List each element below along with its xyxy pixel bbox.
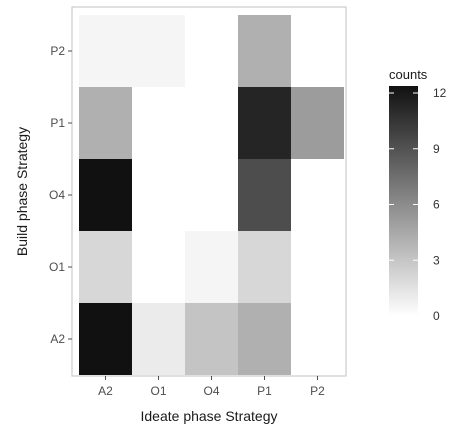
y-tick-label: O4 [49, 188, 65, 202]
y-tick-label: A2 [50, 332, 65, 346]
legend-tick-label: 9 [433, 142, 440, 156]
heatmap-cell-o1-a2 [132, 303, 185, 375]
legend-tick-label: 12 [433, 86, 447, 100]
heatmap-cell-o1-p2 [132, 15, 185, 87]
heatmap-cell-a2-a2 [79, 303, 132, 375]
heatmap-cell-a2-p2 [79, 15, 132, 87]
heatmap-cell-p1-o4 [238, 159, 291, 231]
plot-panel-border [71, 6, 347, 377]
heatmap-cell-a2-p1 [79, 87, 132, 159]
legend: counts 0 3 6 9 12 [389, 67, 447, 323]
legend-ticks: 0 3 6 9 12 [389, 86, 447, 323]
heatmap-cell-p1-p2 [238, 15, 291, 87]
x-axis-title: Ideate phase Strategy [141, 408, 278, 424]
heatmap-cell-p1-o1 [238, 231, 291, 303]
x-tick-label: P2 [310, 384, 325, 398]
y-axis-title: Build phase Strategy [14, 127, 30, 256]
legend-colorbar [389, 86, 418, 316]
x-tick-label: A2 [98, 384, 113, 398]
y-tick-label: O1 [49, 260, 65, 274]
heatmap-cell-p2-p1 [291, 87, 344, 159]
x-tick-label: O4 [203, 384, 219, 398]
x-tick-label: O1 [150, 384, 166, 398]
heatmap-cell-o4-o1 [185, 231, 238, 303]
x-axis: A2 O1 O4 P1 P2 [98, 376, 325, 398]
y-axis: A2 O1 O4 P1 P2 [49, 44, 72, 346]
heatmap-cell-p1-p1 [238, 87, 291, 159]
heatmap-cell-o4-a2 [185, 303, 238, 375]
legend-tick-label: 0 [433, 309, 440, 323]
heatmap-cell-p1-a2 [238, 303, 291, 375]
y-tick-label: P2 [50, 44, 65, 58]
heatmap-cell-a2-o4 [79, 159, 132, 231]
heatmap-cell-a2-o1 [79, 231, 132, 303]
legend-title: counts [389, 67, 428, 82]
y-tick-label: P1 [50, 116, 65, 130]
legend-tick-label: 3 [433, 253, 440, 267]
heatmap-cells [79, 15, 344, 375]
x-tick-label: P1 [257, 384, 272, 398]
legend-tick-label: 6 [433, 198, 440, 212]
